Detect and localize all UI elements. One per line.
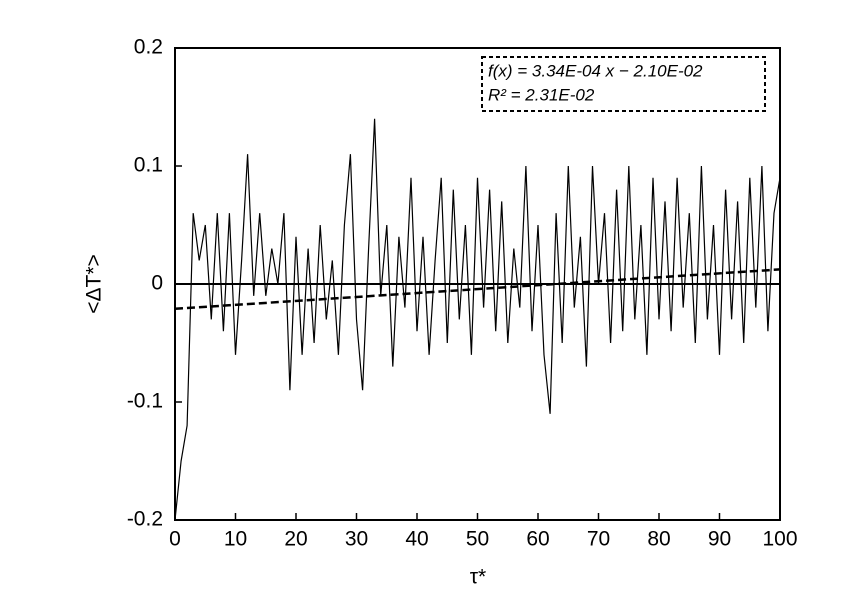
- x-tick-label: 10: [224, 528, 247, 551]
- x-tick-label: 70: [587, 528, 610, 551]
- y-tick-label: 0: [151, 272, 163, 295]
- y-tick-label: -0.1: [127, 390, 163, 413]
- y-tick-label: 0.2: [134, 36, 163, 59]
- x-axis-label: τ*: [470, 566, 486, 589]
- fit-line: [174, 268, 781, 311]
- x-tick-label: 40: [405, 528, 428, 551]
- x-tick-label: 80: [647, 528, 670, 551]
- fit-equation: f(x) = 3.34E-04 x − 2.10E-02: [488, 61, 703, 80]
- y-tick-label: -0.2: [127, 508, 163, 531]
- x-tick-label: 0: [169, 528, 181, 551]
- x-tick-label: 20: [284, 528, 307, 551]
- annotation-box: [481, 56, 766, 112]
- y-tick-label: 0.1: [134, 154, 163, 177]
- x-tick-label: 60: [526, 528, 549, 551]
- x-tick-label: 90: [708, 528, 731, 551]
- r-squared: R² = 2.31E-02: [488, 85, 595, 104]
- data-line: [174, 118, 781, 521]
- x-tick-label: 100: [762, 528, 797, 551]
- x-tick-label: 30: [345, 528, 368, 551]
- y-axis-label: <ΔT*>: [83, 254, 106, 314]
- x-tick-label: 50: [466, 528, 489, 551]
